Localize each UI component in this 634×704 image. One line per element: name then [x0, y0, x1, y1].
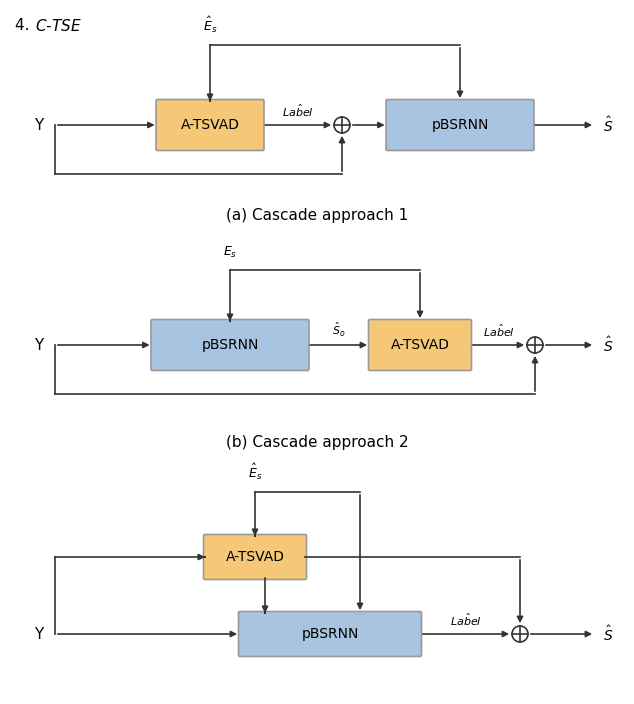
- Text: $\hat{S}$: $\hat{S}$: [603, 335, 613, 355]
- Text: (a) Cascade approach 1: (a) Cascade approach 1: [226, 208, 408, 223]
- Text: $\hat{E}_s$: $\hat{E}_s$: [248, 462, 262, 482]
- Text: A-TSVAD: A-TSVAD: [181, 118, 240, 132]
- Text: pBSRNN: pBSRNN: [301, 627, 359, 641]
- FancyBboxPatch shape: [386, 99, 534, 151]
- Text: Y: Y: [34, 627, 43, 641]
- Text: $La\hat{b}el$: $La\hat{b}el$: [482, 322, 514, 339]
- Text: 4.: 4.: [15, 18, 39, 33]
- Text: $\hat{S}$: $\hat{S}$: [603, 115, 613, 134]
- Text: A-TSVAD: A-TSVAD: [226, 550, 285, 564]
- Text: $E_s$: $E_s$: [223, 245, 237, 260]
- Text: $\hat{S}$: $\hat{S}$: [603, 624, 613, 643]
- FancyBboxPatch shape: [204, 534, 306, 579]
- Text: pBSRNN: pBSRNN: [431, 118, 489, 132]
- FancyBboxPatch shape: [368, 320, 472, 370]
- Text: (b) Cascade approach 2: (b) Cascade approach 2: [226, 435, 408, 450]
- Text: Y: Y: [34, 118, 43, 132]
- Text: $\hat{S}_o$: $\hat{S}_o$: [332, 321, 346, 339]
- Text: A-TSVAD: A-TSVAD: [391, 338, 450, 352]
- FancyBboxPatch shape: [156, 99, 264, 151]
- FancyBboxPatch shape: [151, 320, 309, 370]
- Text: Y: Y: [34, 337, 43, 353]
- Text: $\hat{E}_s$: $\hat{E}_s$: [203, 15, 217, 35]
- Text: $La\hat{b}el$: $La\hat{b}el$: [450, 612, 482, 628]
- FancyBboxPatch shape: [238, 612, 422, 657]
- Text: pBSRNN: pBSRNN: [202, 338, 259, 352]
- Text: $C\text{-}TSE$: $C\text{-}TSE$: [35, 18, 82, 34]
- Text: $La\hat{b}el$: $La\hat{b}el$: [282, 103, 314, 119]
